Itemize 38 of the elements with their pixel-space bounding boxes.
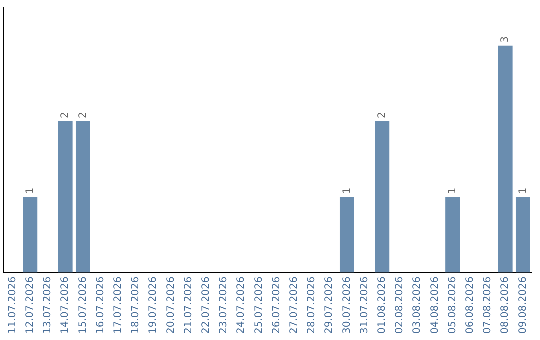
x-tick-label: 31.07.2026 bbox=[359, 276, 370, 334]
x-tick-label: 01.08.2026 bbox=[376, 276, 388, 334]
x-tick-label: 26.07.2026 bbox=[271, 276, 282, 334]
data-label: 1 bbox=[447, 188, 458, 194]
x-tick-label: 16.07.2026 bbox=[95, 276, 106, 334]
x-tick-label: 17.07.2026 bbox=[112, 276, 124, 334]
x-tick-label: 02.08.2026 bbox=[394, 276, 406, 334]
x-tick-label: 18.07.2026 bbox=[130, 276, 142, 334]
x-tick-label: 08.08.2026 bbox=[500, 276, 512, 334]
x-tick-label: 29.07.2026 bbox=[324, 276, 336, 334]
x-tick-label: 28.07.2026 bbox=[306, 276, 318, 334]
data-label: 1 bbox=[342, 188, 353, 194]
x-tick-label: 03.08.2026 bbox=[412, 276, 424, 334]
x-tick-label: 30.07.2026 bbox=[342, 276, 353, 334]
data-label: 2 bbox=[78, 112, 89, 118]
x-tick-label: 11.07.2026 bbox=[7, 276, 18, 334]
x-tick-label: 24.07.2026 bbox=[236, 276, 248, 334]
data-label: 1 bbox=[518, 188, 529, 194]
x-tick-label: 13.07.2026 bbox=[42, 276, 54, 334]
x-tick-label: 22.07.2026 bbox=[200, 276, 212, 334]
x-tick-label: 23.07.2026 bbox=[218, 276, 230, 334]
x-tick-label: 09.08.2026 bbox=[518, 276, 529, 334]
x-tick-label: 19.07.2026 bbox=[148, 276, 160, 334]
x-tick-label: 21.07.2026 bbox=[183, 276, 194, 334]
data-label: 1 bbox=[24, 188, 36, 194]
x-tick-label: 12.07.2026 bbox=[24, 276, 36, 334]
x-tick-label: 04.08.2026 bbox=[430, 276, 441, 334]
data-label: 2 bbox=[60, 112, 72, 118]
x-tick-label: 07.08.2026 bbox=[482, 276, 494, 334]
x-tick-label: 27.07.2026 bbox=[288, 276, 300, 334]
x-tick-label: 06.08.2026 bbox=[464, 276, 476, 334]
x-tick-label: 20.07.2026 bbox=[166, 276, 177, 334]
x-tick-label: 25.07.2026 bbox=[254, 276, 265, 334]
x-tick-label: 15.07.2026 bbox=[78, 276, 89, 334]
data-label: 2 bbox=[376, 112, 388, 118]
data-label: 3 bbox=[500, 36, 512, 43]
x-tick-label: 05.08.2026 bbox=[447, 276, 458, 334]
x-tick-label: 14.07.2026 bbox=[60, 276, 72, 334]
